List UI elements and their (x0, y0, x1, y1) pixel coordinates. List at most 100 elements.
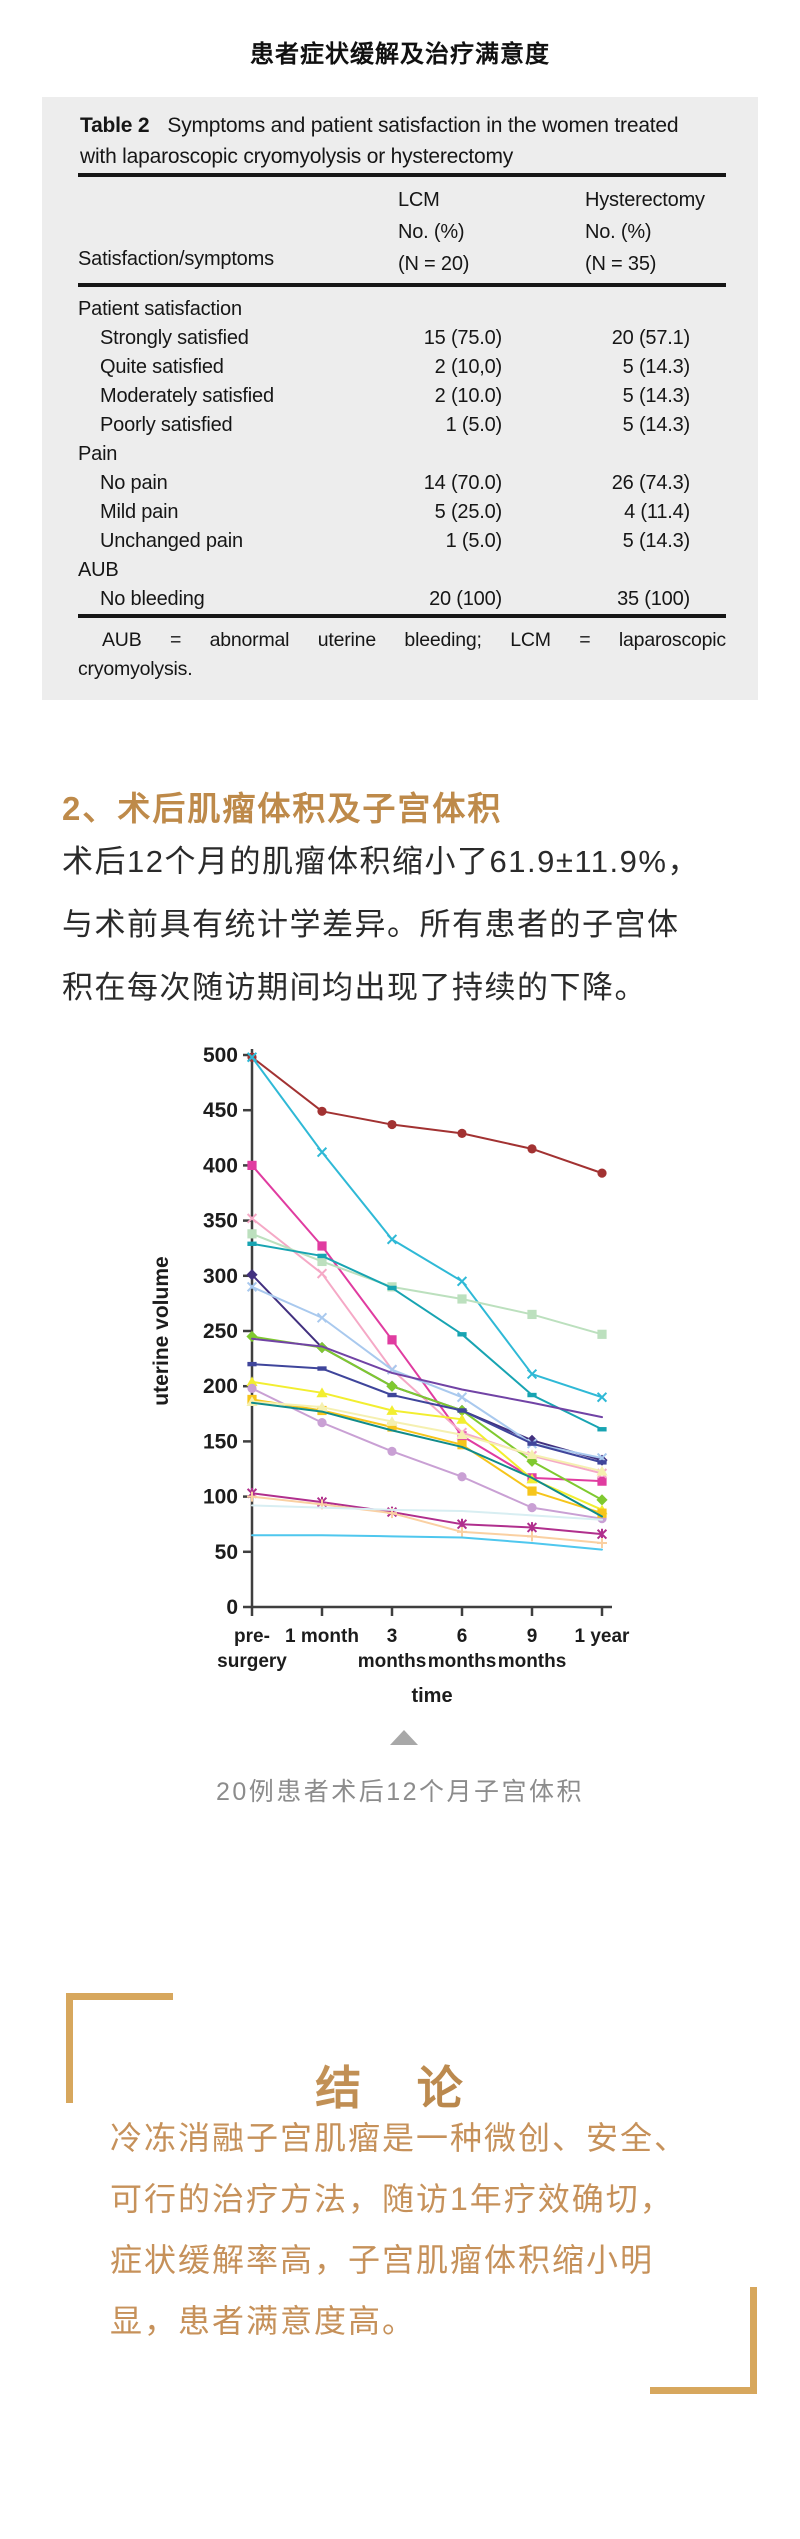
y-tick-label: 400 (203, 1154, 238, 1177)
data-point-marker (597, 1476, 607, 1486)
table-row: Mild pain 5 (25.0) 4 (11.4) (42, 498, 758, 527)
row-label: Moderately satisfied (100, 385, 274, 407)
data-point-marker (317, 1253, 327, 1259)
series-patient-2 (246, 1052, 608, 1403)
data-point-marker (597, 1329, 607, 1339)
data-point-marker (596, 1494, 608, 1506)
data-point-marker (387, 1335, 397, 1345)
x-tick-label: 1 month (285, 1626, 359, 1647)
column-header-line: No. (%) (585, 221, 652, 243)
series-patient-20 (251, 1534, 603, 1551)
data-point-marker (246, 1269, 258, 1281)
paragraph-line: 积在每次随访期间均出现了持续的下降。 (62, 970, 647, 1005)
data-point-marker (456, 1413, 468, 1424)
data-point-marker (456, 1392, 468, 1403)
data-point-marker (527, 1486, 537, 1496)
conclusion-line: 可行的治疗方法，随访1年疗效确切， (110, 2181, 674, 2217)
cell-lcm: 1 (5.0) (445, 530, 503, 552)
data-point-marker (526, 1368, 538, 1380)
data-point-marker (386, 1380, 398, 1392)
table-2-panel: Table 2 Symptoms and patient satisfaction… (42, 97, 758, 700)
data-point-marker (596, 1528, 608, 1540)
table-footnote: AUB = abnormal uterine bleeding; LCM = l… (78, 626, 726, 684)
column-header-line: LCM (398, 189, 440, 211)
data-point-marker (527, 1503, 537, 1513)
table-title: Table 2 Symptoms and patient satisfaction… (80, 110, 700, 172)
data-point-marker (317, 1256, 327, 1267)
y-tick-label: 300 (203, 1265, 238, 1288)
data-point-marker (457, 1294, 467, 1304)
table-row: Pain (42, 440, 758, 469)
data-point-marker (246, 1281, 258, 1292)
row-label: Unchanged pain (100, 530, 243, 552)
row-label: Poorly satisfied (100, 414, 233, 436)
data-point-marker (527, 1144, 537, 1154)
series-patient-17 (246, 1487, 608, 1540)
data-point-marker (597, 1168, 607, 1178)
data-point-marker (387, 1446, 397, 1456)
cell-hysterectomy: 26 (74.3) (611, 472, 690, 494)
data-point-marker (317, 1418, 327, 1428)
data-point-marker (457, 1472, 467, 1482)
paragraph-line: 与术前具有统计学差异。所有患者的子宫体 (62, 907, 680, 942)
y-tick-label: 50 (215, 1541, 238, 1564)
series-patient-10 (251, 1337, 603, 1419)
table-rule-bottom (78, 614, 726, 618)
data-point-marker (387, 1422, 397, 1432)
cell-lcm: 20 (100) (429, 588, 502, 610)
data-point-marker (317, 1106, 327, 1116)
cell-lcm: 5 (25.0) (434, 501, 503, 523)
series-patient-16 (251, 1401, 603, 1518)
data-point-marker (247, 1229, 257, 1239)
data-point-marker (316, 1147, 328, 1158)
footnote-line-2: cryomyolysis. (78, 658, 193, 680)
x-tick-label: months (428, 1651, 497, 1672)
data-point-marker (386, 1234, 398, 1245)
table-row: Moderately satisfied 2 (10.0) 5 (14.3) (42, 382, 758, 411)
row-label: Strongly satisfied (100, 327, 249, 349)
section-paragraph: 术后12个月的肌瘤体积缩小了61.9±11.9%， 与术前具有统计学差异。所有患者… (62, 830, 752, 1019)
figure-caption: 20例患者术后12个月子宫体积 (215, 1778, 585, 1806)
row-label: Patient satisfaction (78, 298, 242, 320)
x-tick-label: 1 year (575, 1626, 631, 1647)
column-header-line: (N = 35) (585, 253, 657, 275)
x-tick-label: 3 (387, 1626, 398, 1647)
page-title: 患者症状缓解及治疗满意度 (250, 41, 550, 68)
data-point-marker (387, 1285, 397, 1291)
data-point-marker (317, 1366, 327, 1371)
data-point-marker (246, 1376, 258, 1387)
column-header-lcm: LCM No. (%) (N = 20) (398, 184, 469, 280)
table-label: Table 2 (80, 114, 150, 137)
table-row: Strongly satisfied 15 (75.0) 20 (57.1) (42, 324, 758, 353)
data-point-marker (457, 1332, 467, 1337)
conclusion-line: 症状缓解率高，子宫肌瘤体积缩小明 (110, 2242, 655, 2278)
chart-svg: 0 50 100 150 200 250 300 350 400 450 500 pre-surger… (150, 1044, 631, 1707)
column-header-hysterectomy: Hysterectomy No. (%) (N = 35) (585, 184, 705, 280)
data-point-marker (457, 1440, 467, 1450)
y-tick-label: 0 (226, 1596, 238, 1619)
data-point-marker (247, 1491, 257, 1502)
cell-lcm: 2 (10.0) (434, 385, 503, 407)
table-row: Patient satisfaction (42, 295, 758, 324)
table-row: Quite satisfied 2 (10,0) 5 (14.3) (42, 353, 758, 382)
conclusion-line: 冷冻消融子宫肌瘤是一种微创、安全、 (110, 2120, 689, 2156)
table-title-text: Symptoms and patient satisfaction in the… (80, 114, 679, 168)
series-patient-19 (251, 1504, 603, 1521)
data-point-marker (527, 1309, 537, 1320)
data-point-marker (596, 1465, 608, 1476)
data-point-marker (456, 1429, 468, 1440)
data-point-marker (246, 1213, 258, 1224)
x-tick-label: months (358, 1651, 427, 1672)
row-label: Quite satisfied (100, 356, 224, 378)
data-point-marker (247, 1241, 257, 1246)
conclusion-title: 结 论 (0, 2052, 800, 2118)
corner-bracket-top-left (66, 1993, 173, 2103)
table-rule-top (78, 173, 726, 177)
data-point-marker (317, 1241, 327, 1251)
cell-hysterectomy: 5 (14.3) (622, 530, 691, 552)
conclusion-line: 显，患者满意度高。 (110, 2303, 417, 2339)
data-point-marker (316, 1312, 328, 1323)
data-point-marker (457, 1128, 467, 1138)
cell-hysterectomy: 5 (14.3) (622, 385, 691, 407)
data-point-marker (457, 1526, 467, 1537)
